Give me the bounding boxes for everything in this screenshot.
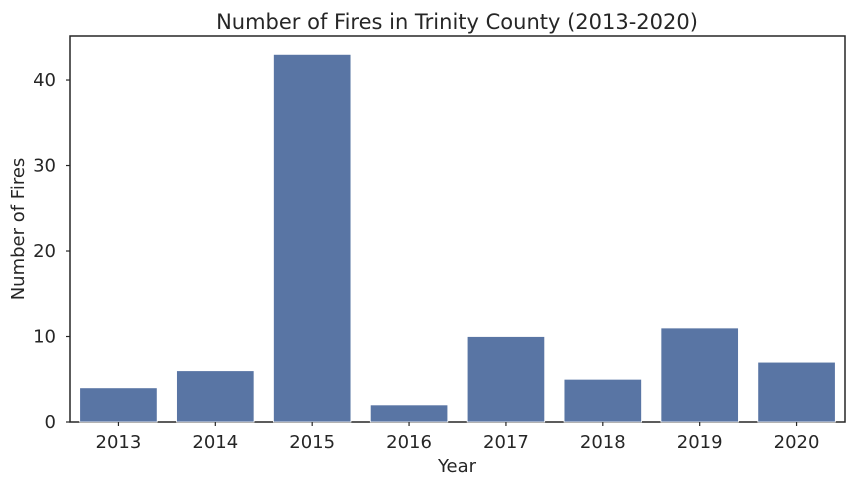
y-tick-label-40: 40 [33,70,56,91]
bars-layer [79,53,836,423]
plot-area-frame [69,35,846,423]
y-tick-label-30: 30 [33,156,56,177]
chart-title: Number of Fires in Trinity County (2013-… [216,10,698,34]
x-tick-label-2015: 2015 [289,432,335,453]
x-tick-label-2013: 2013 [96,432,142,453]
y-axis-label: Number of Fires [8,158,29,301]
y-axis-ticks: 0 10 20 30 40 [33,70,70,433]
x-tick-label-2017: 2017 [483,432,529,453]
x-tick-label-2019: 2019 [677,432,723,453]
y-tick-label-0: 0 [45,412,56,433]
bar-2015 [273,53,352,423]
bar-2019 [660,327,739,423]
y-tick-label-20: 20 [33,241,56,262]
x-axis-ticks: 2013 2014 2015 2016 2017 2018 2019 2020 [96,422,820,453]
x-axis-label: Year [437,456,477,477]
bar-2016 [369,404,449,423]
bar-2017 [466,336,546,423]
bar-2013 [79,387,158,423]
x-tick-label-2016: 2016 [386,432,432,453]
x-tick-label-2020: 2020 [774,432,820,453]
bar-2020 [757,361,836,423]
x-tick-label-2014: 2014 [192,432,238,453]
bar-2014 [176,370,255,423]
x-tick-label-2018: 2018 [580,432,626,453]
y-tick-label-10: 10 [33,327,56,348]
bar-2018 [563,378,642,423]
